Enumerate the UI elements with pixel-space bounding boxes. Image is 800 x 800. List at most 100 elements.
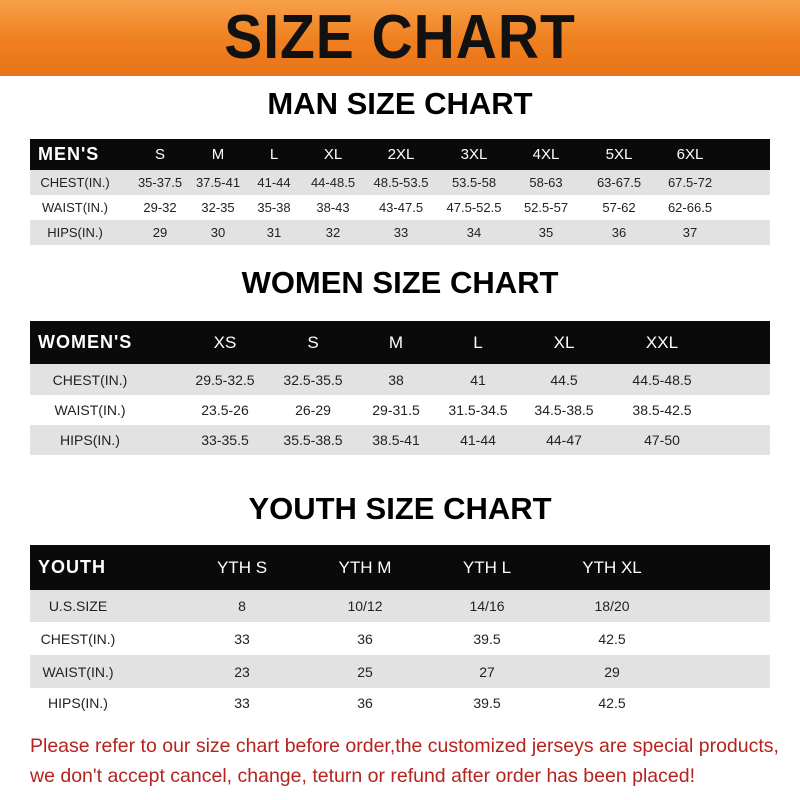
measurement-cell: 29.5-32.5 [195,371,255,388]
measurement-cell: 25 [357,663,373,680]
measurement-cell: 29-31.5 [372,402,420,418]
measurement-cell: 38 [388,371,404,388]
table-row: U.S.SIZE 8 10/12 14/16 18/20 [30,590,770,622]
measurement-cell: 44.5 [550,371,578,388]
size-header: S [154,146,166,163]
youth-section-title: YOUTH SIZE CHART [248,491,552,526]
size-header: XXL [645,332,679,352]
measurement-cell: 29-32 [143,200,177,215]
measurement-cell: 48.5-53.5 [373,175,429,190]
youth-header-row: YOUTH YTH S YTH M YTH L YTH XL [30,545,770,590]
row-label: CHEST(IN.) [40,175,110,190]
size-header: YTH M [338,557,392,577]
size-header: L [269,146,279,163]
size-header: 5XL [605,146,633,163]
women-header-row: WOMEN'S XS S M L XL XXL [30,321,770,364]
measurement-cell: 41-44 [460,432,496,448]
size-header: 4XL [532,146,560,163]
women-size-table: WOMEN'S XS S M L XL XXL CHEST(IN.) 29.5-32.5 32.5… [30,321,770,455]
measurement-cell: 44-47 [546,432,582,448]
measurement-cell: 23 [234,663,250,680]
measurement-cell: 27 [479,663,495,680]
measurement-cell: 47-50 [644,432,680,448]
measurement-cell: 52.5-57 [523,200,569,215]
women-section-title: WOMEN SIZE CHART [241,265,559,300]
row-label: CHEST(IN.) [52,371,128,388]
size-header: XL [553,332,575,352]
youth-size-table: YOUTH YTH S YTH M YTH L YTH XL U.S.SIZE 8 10/12… [30,545,770,718]
page-title: SIZE CHART [224,3,576,72]
measurement-cell: 37.5-41 [195,175,241,190]
measurement-cell: 36 [611,225,627,240]
size-header: 2XL [387,146,415,163]
size-header: XL [323,146,343,163]
measurement-cell: 29 [152,225,168,240]
measurement-cell: 58-63 [529,175,563,190]
measurement-cell: 38.5-42.5 [632,402,692,418]
measurement-cell: 62-66.5 [667,200,713,215]
measurement-cell: 39.5 [473,695,501,711]
measurement-cell: 38-43 [316,200,350,215]
header-label: YOUTH [38,557,106,577]
row-label: CHEST(IN.) [40,630,116,647]
measurement-cell: 37 [682,225,698,240]
table-row: WAIST(IN.) 29-32 32-35 35-38 38-43 43-47.5 47.… [30,195,770,220]
measurement-cell: 29 [604,663,620,680]
measurement-cell: 41-44 [257,175,291,190]
notice-line-1: Please refer to our size chart before or… [30,735,779,757]
table-row: WAIST(IN.) 23 25 27 29 [30,655,770,688]
header-label: MEN'S [38,144,100,164]
men-section-title: MAN SIZE CHART [267,86,533,121]
table-row: CHEST(IN.) 33 36 39.5 42.5 [30,622,770,655]
table-row: HIPS(IN.) 33 36 39.5 42.5 [30,688,770,718]
measurement-cell: 31 [266,225,282,240]
table-row: HIPS(IN.) 29 30 31 32 33 34 35 36 37 [30,220,770,245]
size-header: S [307,332,319,352]
measurement-cell: 31.5-34.5 [448,402,508,418]
measurement-cell: 8 [238,598,246,614]
measurement-cell: 34.5-38.5 [534,402,594,418]
measurement-cell: 33 [393,225,409,240]
size-header: 3XL [460,146,488,163]
measurement-cell: 18/20 [594,598,630,614]
measurement-cell: 44.5-48.5 [632,371,692,388]
table-row: WAIST(IN.) 23.5-26 26-29 29-31.5 31.5-34.5 34… [30,395,770,425]
measurement-cell: 32-35 [201,200,235,215]
measurement-cell: 63-67.5 [596,175,642,190]
measurement-cell: 39.5 [473,630,501,647]
measurement-cell: 10/12 [347,598,383,614]
size-header: XS [213,332,237,352]
table-row: CHEST(IN.) 35-37.5 37.5-41 41-44 44-48.5 48.5… [30,170,770,195]
measurement-cell: 35 [538,225,554,240]
size-header: YTH XL [582,557,642,577]
measurement-cell: 14/16 [469,598,505,614]
title-banner: SIZE CHART [0,0,800,76]
measurement-cell: 41 [470,371,486,388]
measurement-cell: 35-38 [257,200,291,215]
measurement-cell: 38.5-41 [372,432,420,448]
row-label: WAIST(IN.) [42,200,108,215]
measurement-cell: 42.5 [598,630,626,647]
measurement-cell: 34 [466,225,482,240]
measurement-cell: 47.5-52.5 [446,200,502,215]
measurement-cell: 36 [357,630,373,647]
size-header: YTH L [462,557,512,577]
size-header: L [473,332,483,352]
measurement-cell: 36 [357,695,373,711]
size-header: M [211,146,225,163]
table-row: HIPS(IN.) 33-35.5 35.5-38.5 38.5-41 41-44 44-… [30,425,770,455]
measurement-cell: 26-29 [295,402,331,418]
measurement-cell: 67.5-72 [667,175,713,190]
header-label: WOMEN'S [38,332,133,352]
row-label: HIPS(IN.) [60,432,120,448]
row-label: U.S.SIZE [48,598,108,614]
size-header: YTH S [216,557,268,577]
measurement-cell: 35-37.5 [137,175,183,190]
measurement-cell: 33-35.5 [201,432,249,448]
size-header: 6XL [676,146,704,163]
notice-line-2: we don't accept cancel, change, teturn o… [30,765,695,787]
row-label: WAIST(IN.) [54,402,126,418]
men-header-row: MEN'S S M L XL 2XL 3XL 4XL 5XL 6XL [30,139,770,170]
row-label: WAIST(IN.) [42,663,114,680]
row-label: HIPS(IN.) [48,695,108,711]
